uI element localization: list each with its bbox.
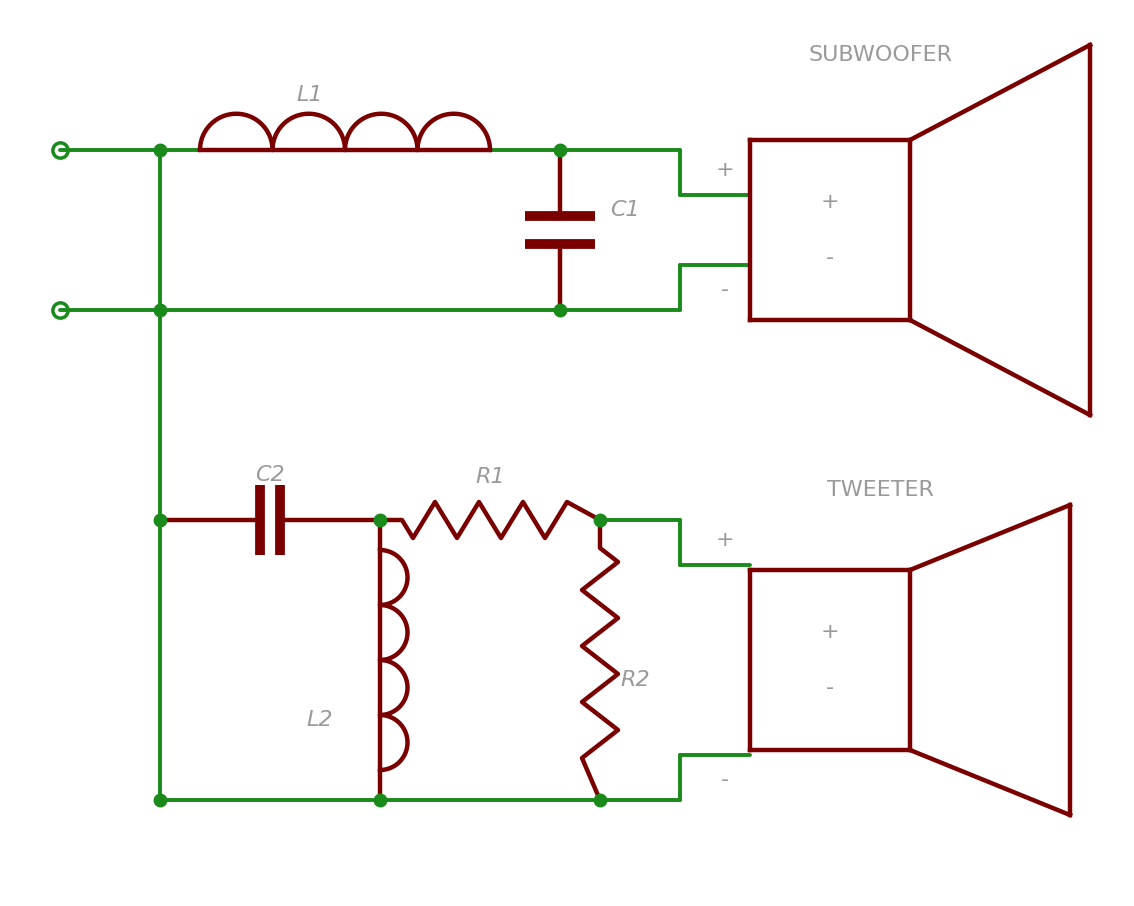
Text: +: +	[716, 530, 735, 550]
Text: -: -	[826, 248, 835, 268]
Text: C1: C1	[610, 200, 640, 220]
Text: -: -	[721, 280, 729, 300]
Text: C2: C2	[255, 465, 285, 485]
Text: -: -	[721, 770, 729, 790]
Text: L2: L2	[307, 710, 333, 730]
Text: R1: R1	[475, 467, 505, 487]
Text: SUBWOOFER: SUBWOOFER	[809, 45, 953, 65]
Text: +: +	[716, 160, 735, 180]
Text: +: +	[821, 192, 839, 212]
Text: -: -	[826, 678, 835, 698]
Text: L1: L1	[297, 85, 323, 105]
Text: R2: R2	[620, 670, 650, 690]
Text: +: +	[821, 622, 839, 642]
Text: TWEETER: TWEETER	[827, 480, 933, 500]
